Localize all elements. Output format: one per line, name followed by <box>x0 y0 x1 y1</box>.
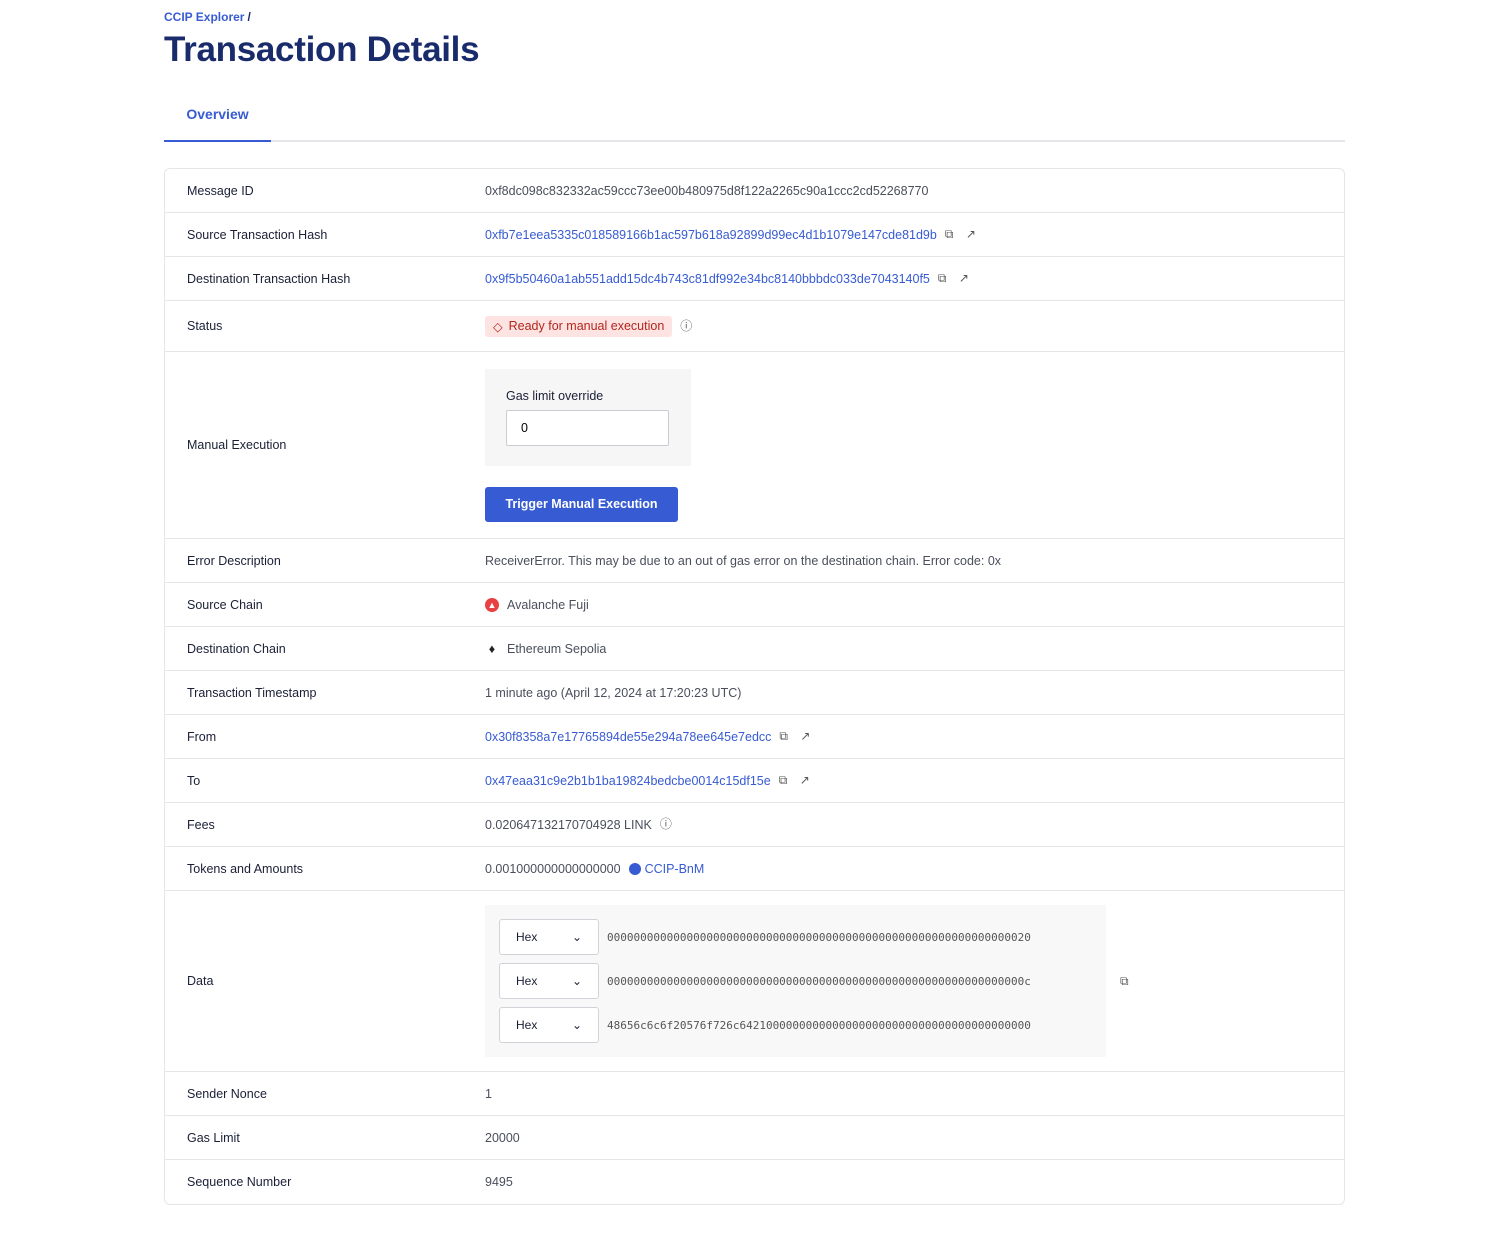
fees-value: 0.020647132170704928 LINK <box>485 817 652 832</box>
breadcrumb: CCIP Explorer / <box>164 10 1345 24</box>
nonce-value: 1 <box>485 1086 492 1101</box>
breadcrumb-separator: / <box>247 10 251 24</box>
data-hex: 0000000000000000000000000000000000000000… <box>607 930 1031 944</box>
gas-limit-value: 20000 <box>485 1130 520 1145</box>
trigger-manual-execution-button[interactable]: Trigger Manual Execution <box>485 486 678 522</box>
gas-limit-label: Gas limit override <box>506 388 604 403</box>
token-amount: 0.001000000000000000 <box>485 861 621 876</box>
row-tokens: Tokens and Amounts 0.001000000000000000 CC… <box>165 847 1344 891</box>
chevron-down-icon: ⌄ <box>571 930 582 944</box>
row-sequence: Sequence Number 9495 <box>165 1160 1344 1204</box>
timestamp-value: 1 minute ago (April 12, 2024 at 17:20:23… <box>485 685 742 700</box>
row-data: Data Hex ⌄ 0000000000000000000000000000000… <box>165 891 1344 1072</box>
row-timestamp: Transaction Timestamp 1 minute ago (April… <box>165 671 1344 715</box>
label: Source Transaction Hash <box>187 227 328 242</box>
row-nonce: Sender Nonce 1 <box>165 1072 1344 1116</box>
row-message-id: Message ID 0xf8dc098c832332ac59ccc73ee00b… <box>165 169 1344 213</box>
dest-tx-link[interactable]: 0x9f5b50460a1ab551add15dc4b743c81df992e3… <box>485 271 930 286</box>
warning-icon: ◇ <box>493 319 503 334</box>
row-dest-tx: Destination Transaction Hash 0x9f5b50460a… <box>165 257 1344 301</box>
status-badge: ◇ Ready for manual execution <box>485 315 673 337</box>
row-gas-limit: Gas Limit 20000 <box>165 1116 1344 1160</box>
copy-icon[interactable]: ⧉ <box>944 227 954 241</box>
label: Error Description <box>187 553 281 568</box>
data-line: Hex ⌄ 48656c6c6f20576f726c6421000000000000… <box>499 1007 1092 1043</box>
tab-overview[interactable]: Overview <box>164 104 271 142</box>
label: Sequence Number <box>187 1175 292 1189</box>
breadcrumb-ccip-explorer[interactable]: CCIP Explorer <box>164 10 245 24</box>
label: Manual Execution <box>187 438 287 452</box>
label: Data <box>187 974 214 988</box>
format-select[interactable]: Hex ⌄ <box>499 1007 599 1043</box>
label: Fees <box>187 817 215 832</box>
row-source-chain: Source Chain ▲ Avalanche Fuji <box>165 583 1344 627</box>
data-line: Hex ⌄ 000000000000000000000000000000000000… <box>499 963 1092 999</box>
format-select[interactable]: Hex ⌄ <box>499 919 599 955</box>
copy-icon[interactable]: ⧉ <box>1120 973 1129 988</box>
to-address-link[interactable]: 0x47eaa31c9e2b1b1ba19824bedcbe0014c15df1… <box>485 773 771 788</box>
label: To <box>187 773 201 788</box>
info-icon[interactable]: ⓘ <box>659 817 672 831</box>
status-text: Ready for manual execution <box>508 319 665 333</box>
label: Transaction Timestamp <box>187 685 317 700</box>
dest-chain-name: Ethereum Sepolia <box>507 641 607 656</box>
label: Source Chain <box>187 597 263 612</box>
label: Destination Chain <box>187 641 286 656</box>
sequence-value: 9495 <box>485 1175 513 1189</box>
external-link-icon[interactable]: ↗ <box>799 773 810 787</box>
copy-icon[interactable]: ⧉ <box>779 729 788 743</box>
row-manual-execution: Manual Execution Gas limit override Trigge… <box>165 352 1344 539</box>
gas-limit-panel: Gas limit override <box>485 368 691 466</box>
error-text: ReceiverError. This may be due to an out… <box>485 553 1002 568</box>
tab-bar: Overview <box>164 106 1345 142</box>
label: Destination Transaction Hash <box>187 271 351 286</box>
message-id-value: 0xf8dc098c832332ac59ccc73ee00b480975d8f1… <box>485 183 929 198</box>
data-hex: 48656c6c6f20576f726c64210000000000000000… <box>607 1018 1031 1032</box>
row-source-tx: Source Transaction Hash 0xfb7e1eea5335c01… <box>165 213 1344 257</box>
source-tx-link[interactable]: 0xfb7e1eea5335c018589166b1ac597b618a9289… <box>485 227 937 242</box>
gas-limit-input[interactable] <box>506 409 669 446</box>
row-fees: Fees 0.020647132170704928 LINK ⓘ <box>165 803 1344 847</box>
label: Message ID <box>187 183 254 198</box>
ethereum-icon: ♦ <box>488 641 496 656</box>
avalanche-icon: ▲ <box>485 597 499 612</box>
row-error: Error Description ReceiverError. This may… <box>165 539 1344 583</box>
row-from: From 0x30f8358a7e17765894de55e294a78ee645… <box>165 715 1344 759</box>
from-address-link[interactable]: 0x30f8358a7e17765894de55e294a78ee645e7ed… <box>485 729 772 744</box>
row-dest-chain: Destination Chain ♦ Ethereum Sepolia <box>165 627 1344 671</box>
details-table: Message ID 0xf8dc098c832332ac59ccc73ee00b… <box>164 168 1345 1205</box>
format-value: Hex <box>516 1018 538 1032</box>
info-icon[interactable]: ⓘ <box>680 318 693 333</box>
label: Status <box>187 319 223 333</box>
ccip-bnm-token-icon <box>628 862 641 875</box>
copy-icon[interactable]: ⧉ <box>778 773 788 787</box>
token-link[interactable]: CCIP-BnM <box>644 861 705 876</box>
copy-icon[interactable]: ⧉ <box>937 271 947 285</box>
label: Tokens and Amounts <box>187 861 304 876</box>
external-link-icon[interactable]: ↗ <box>800 729 811 743</box>
source-chain-name: Avalanche Fuji <box>507 597 589 612</box>
label: From <box>187 729 217 744</box>
chevron-down-icon: ⌄ <box>571 1018 582 1032</box>
label: Gas Limit <box>187 1130 240 1145</box>
data-hex: 0000000000000000000000000000000000000000… <box>607 974 1031 988</box>
format-value: Hex <box>516 930 538 944</box>
label: Sender Nonce <box>187 1086 267 1101</box>
chevron-down-icon: ⌄ <box>571 974 582 988</box>
format-value: Hex <box>516 974 538 988</box>
data-panel: Hex ⌄ 000000000000000000000000000000000000… <box>485 905 1106 1057</box>
external-link-icon[interactable]: ↗ <box>958 271 969 285</box>
external-link-icon[interactable]: ↗ <box>965 227 976 241</box>
format-select[interactable]: Hex ⌄ <box>499 963 599 999</box>
row-to: To 0x47eaa31c9e2b1b1ba19824bedcbe0014c15d… <box>165 759 1344 803</box>
page-title: Transaction Details <box>164 30 480 69</box>
row-status: Status ◇ Ready for manual execution ⓘ <box>165 301 1344 352</box>
data-line: Hex ⌄ 000000000000000000000000000000000000… <box>499 919 1092 955</box>
